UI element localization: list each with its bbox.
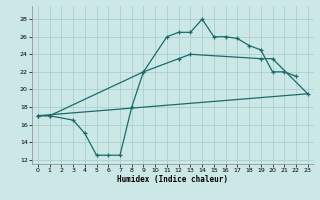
X-axis label: Humidex (Indice chaleur): Humidex (Indice chaleur) (117, 175, 228, 184)
